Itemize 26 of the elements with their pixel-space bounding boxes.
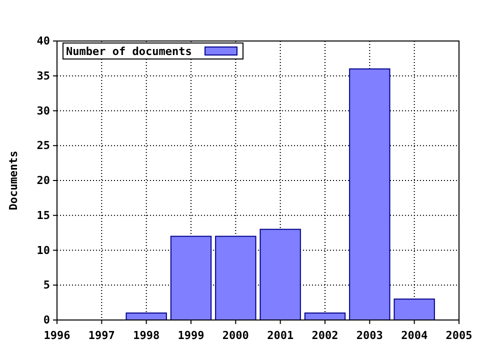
y-axis-title: Documents (7, 150, 20, 210)
y-tick-label: 15 (36, 208, 50, 222)
bar (260, 228, 301, 320)
y-tick-label: 30 (36, 104, 50, 118)
y-tick-label: 25 (36, 139, 50, 152)
x-tick-label: 1997 (88, 329, 115, 342)
y-tick-label: 40 (36, 34, 50, 48)
bar (170, 236, 212, 320)
x-tick-label: 2004 (401, 329, 428, 342)
y-tick-label: 35 (36, 69, 50, 82)
y-tick-label: 20 (36, 174, 50, 188)
y-tick-label: 10 (36, 244, 50, 257)
x-tick-label: 2000 (222, 329, 249, 342)
x-tick-label: 2003 (356, 329, 383, 342)
x-tick-label: 2001 (267, 329, 294, 342)
x-tick-label: 1998 (133, 329, 160, 342)
x-tick-label: 2002 (312, 329, 338, 342)
y-tick-label: 0 (43, 314, 50, 327)
y-tick-label: 5 (43, 278, 50, 292)
x-tick-label: 2005 (446, 329, 472, 342)
bar (394, 298, 435, 320)
legend-label: Number of documents (66, 45, 192, 58)
x-tick-label: 1996 (44, 329, 71, 342)
bar (215, 236, 256, 320)
x-tick-label: 1999 (178, 329, 204, 342)
bar (349, 68, 390, 320)
